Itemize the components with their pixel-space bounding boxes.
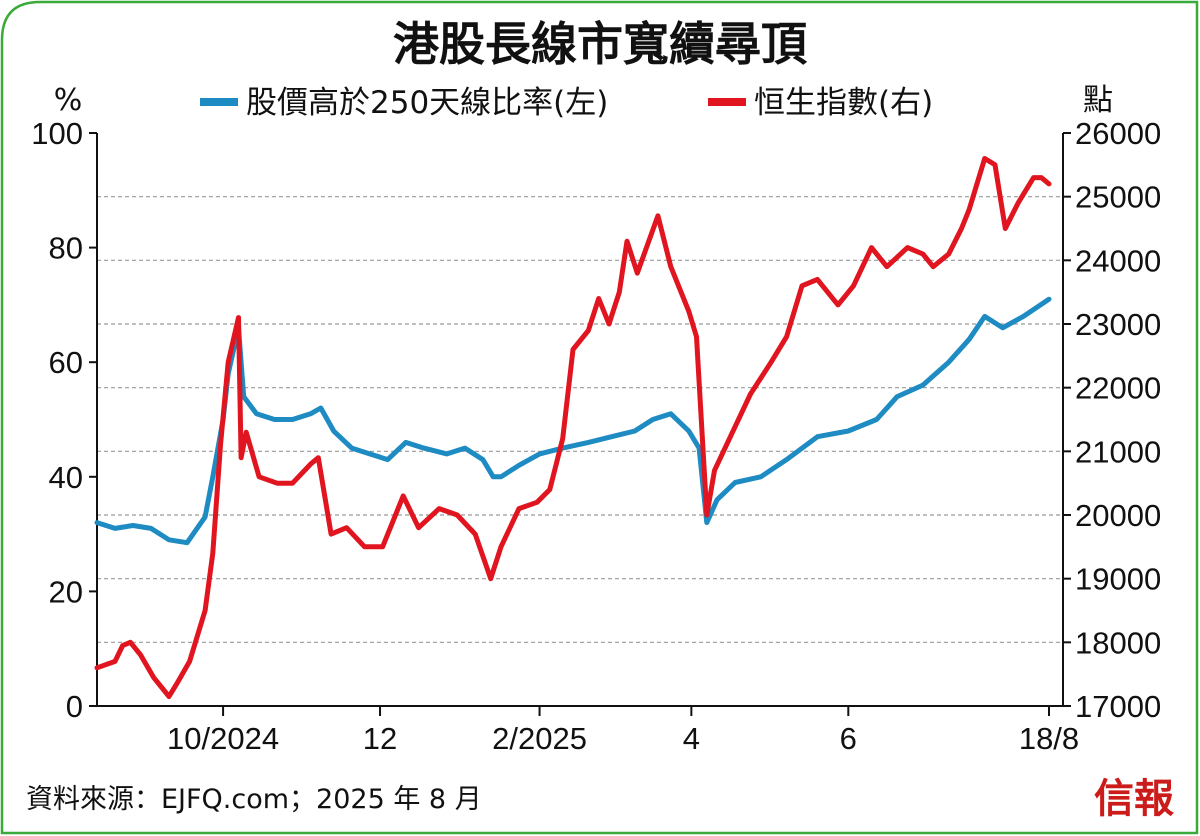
right-tick-label: 23000 bbox=[1075, 307, 1161, 342]
left-tick-label: 20 bbox=[49, 574, 83, 609]
chart-title: 港股長線市寬續尋頂 bbox=[393, 17, 808, 71]
left-tick-label: 80 bbox=[49, 231, 83, 266]
right-axis-unit: 點 bbox=[1083, 83, 1113, 118]
left-tick-label: 0 bbox=[66, 689, 83, 724]
brand-logo: 信報 bbox=[1094, 775, 1174, 822]
right-tick-label: 21000 bbox=[1075, 434, 1161, 469]
right-tick-label: 20000 bbox=[1075, 498, 1161, 533]
right-tick-label: 25000 bbox=[1075, 180, 1161, 215]
axes bbox=[96, 133, 1064, 707]
series-line-hsi bbox=[94, 156, 1052, 699]
x-tick-label: 2/2025 bbox=[492, 721, 587, 756]
legend-label-breadth: 股價高於250天線比率(左) bbox=[246, 85, 608, 121]
left-axis-unit: % bbox=[54, 83, 83, 118]
right-tick-label: 18000 bbox=[1075, 625, 1161, 660]
left-axis-ticks: 0 20 40 60 80 100 bbox=[31, 116, 97, 724]
right-tick-label: 17000 bbox=[1075, 689, 1161, 724]
x-tick-label: 10/2024 bbox=[167, 721, 279, 756]
source-note: 資料來源：EJFQ.com；2025 年 8 月 bbox=[26, 784, 482, 815]
left-tick-label: 60 bbox=[49, 345, 83, 380]
x-tick-label: 12 bbox=[363, 721, 397, 756]
right-axis-ticks: 17000 18000 19000 20000 21000 22000 23000 24000… bbox=[1063, 116, 1161, 724]
x-axis-ticks: 10/2024 12 2/2025 4 6 18/8 bbox=[167, 706, 1079, 756]
right-tick-label: 26000 bbox=[1075, 116, 1161, 151]
right-tick-label: 24000 bbox=[1075, 243, 1161, 278]
legend: 股價高於250天線比率(左) 恒生指數(右) bbox=[200, 85, 933, 121]
right-tick-label: 19000 bbox=[1075, 562, 1161, 597]
legend-label-hsi: 恒生指數(右) bbox=[754, 85, 933, 121]
grid-lines bbox=[97, 196, 1063, 643]
right-tick-label: 22000 bbox=[1075, 371, 1161, 406]
series-lines bbox=[94, 156, 1052, 699]
left-tick-label: 100 bbox=[31, 116, 83, 151]
x-tick-label: 6 bbox=[840, 721, 857, 756]
x-tick-label: 4 bbox=[683, 721, 700, 756]
left-tick-label: 40 bbox=[49, 460, 83, 495]
x-tick-label: 18/8 bbox=[1019, 721, 1079, 756]
